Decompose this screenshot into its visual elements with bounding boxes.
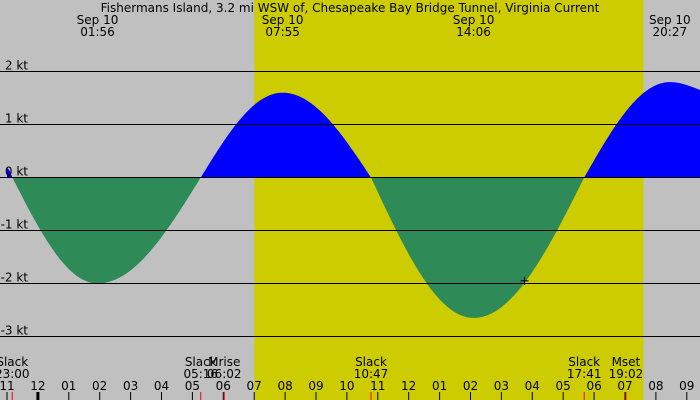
hour-tick-label: 03	[123, 379, 138, 393]
hour-tick-label: 12	[401, 379, 416, 393]
hour-tick-label: 05	[185, 379, 200, 393]
event-time-label: 17:41	[567, 367, 602, 381]
event-name-label: Slack	[185, 355, 217, 369]
hour-tick-label: 09	[679, 379, 694, 393]
hour-tick-label: 07	[247, 379, 262, 393]
hour-tick-label: 10	[339, 379, 354, 393]
event-name-label: Slack	[568, 355, 600, 369]
y-tick-label: 2 kt	[5, 59, 28, 73]
peak-time-label: 20:27	[653, 25, 688, 39]
hour-tick-label: 04	[525, 379, 540, 393]
peak-time-label: 01:56	[80, 25, 115, 39]
event-time-label: 05:16	[183, 367, 218, 381]
y-tick-label: -1 kt	[1, 218, 29, 232]
y-tick-label: 0 kt	[5, 165, 28, 179]
cursor-marker	[520, 276, 529, 285]
hour-tick-label: 08	[277, 379, 292, 393]
hour-tick-label: 08	[648, 379, 663, 393]
hour-tick-label: 02	[463, 379, 478, 393]
hour-tick-label: 12	[30, 379, 45, 393]
peak-time-label: 14:06	[456, 25, 491, 39]
y-axis-labels: 2 kt 1 kt 0 kt -1 kt -2 kt -3 kt	[1, 59, 29, 338]
event-labels: Slack23:00Slack05:16Mrise06:02Slack10:47…	[0, 355, 644, 381]
hour-tick-label: 09	[308, 379, 323, 393]
hour-tick-label: 11	[0, 379, 15, 393]
y-tick-label: 1 kt	[5, 112, 28, 126]
hour-tick-label: 11	[370, 379, 385, 393]
event-time-label: 06:02	[207, 367, 242, 381]
event-time-label: 19:02	[609, 367, 644, 381]
hour-tick-label: 02	[92, 379, 107, 393]
hour-tick-label: 05	[556, 379, 571, 393]
hour-tick-label: 07	[617, 379, 632, 393]
chart-title: Fishermans Island, 3.2 mi WSW of, Chesap…	[101, 1, 600, 15]
peak-time-label: 07:55	[265, 25, 300, 39]
hour-tick-label: 04	[154, 379, 169, 393]
y-tick-label: -2 kt	[1, 271, 29, 285]
peak-date-label: Sep 10	[649, 13, 691, 27]
peak-date-label: Sep 10	[77, 13, 119, 27]
event-name-label: Slack	[355, 355, 387, 369]
peak-date-label: Sep 10	[453, 13, 495, 27]
flood-area	[7, 82, 700, 178]
event-name-label: Mset	[612, 355, 641, 369]
y-tick-label: -3 kt	[1, 324, 29, 338]
ebb-area	[7, 177, 700, 318]
event-time-label: 10:47	[354, 367, 389, 381]
hour-tick-label: 06	[586, 379, 601, 393]
event-time-label: 23:00	[0, 367, 30, 381]
peak-date-label: Sep 10	[262, 13, 304, 27]
hour-tick-label: 06	[216, 379, 231, 393]
gridlines	[0, 71, 700, 337]
current-areas	[7, 82, 700, 318]
event-name-label: Mrise	[208, 355, 240, 369]
hour-axis: 11 12 01 02 03 04 05 06 07 08 09 10 11 12 01 02 03 04 05 06…	[0, 379, 694, 400]
hour-tick-label: 01	[61, 379, 76, 393]
hour-tick-label: 01	[432, 379, 447, 393]
event-name-label: Slack	[0, 355, 28, 369]
hour-tick-label: 03	[494, 379, 509, 393]
